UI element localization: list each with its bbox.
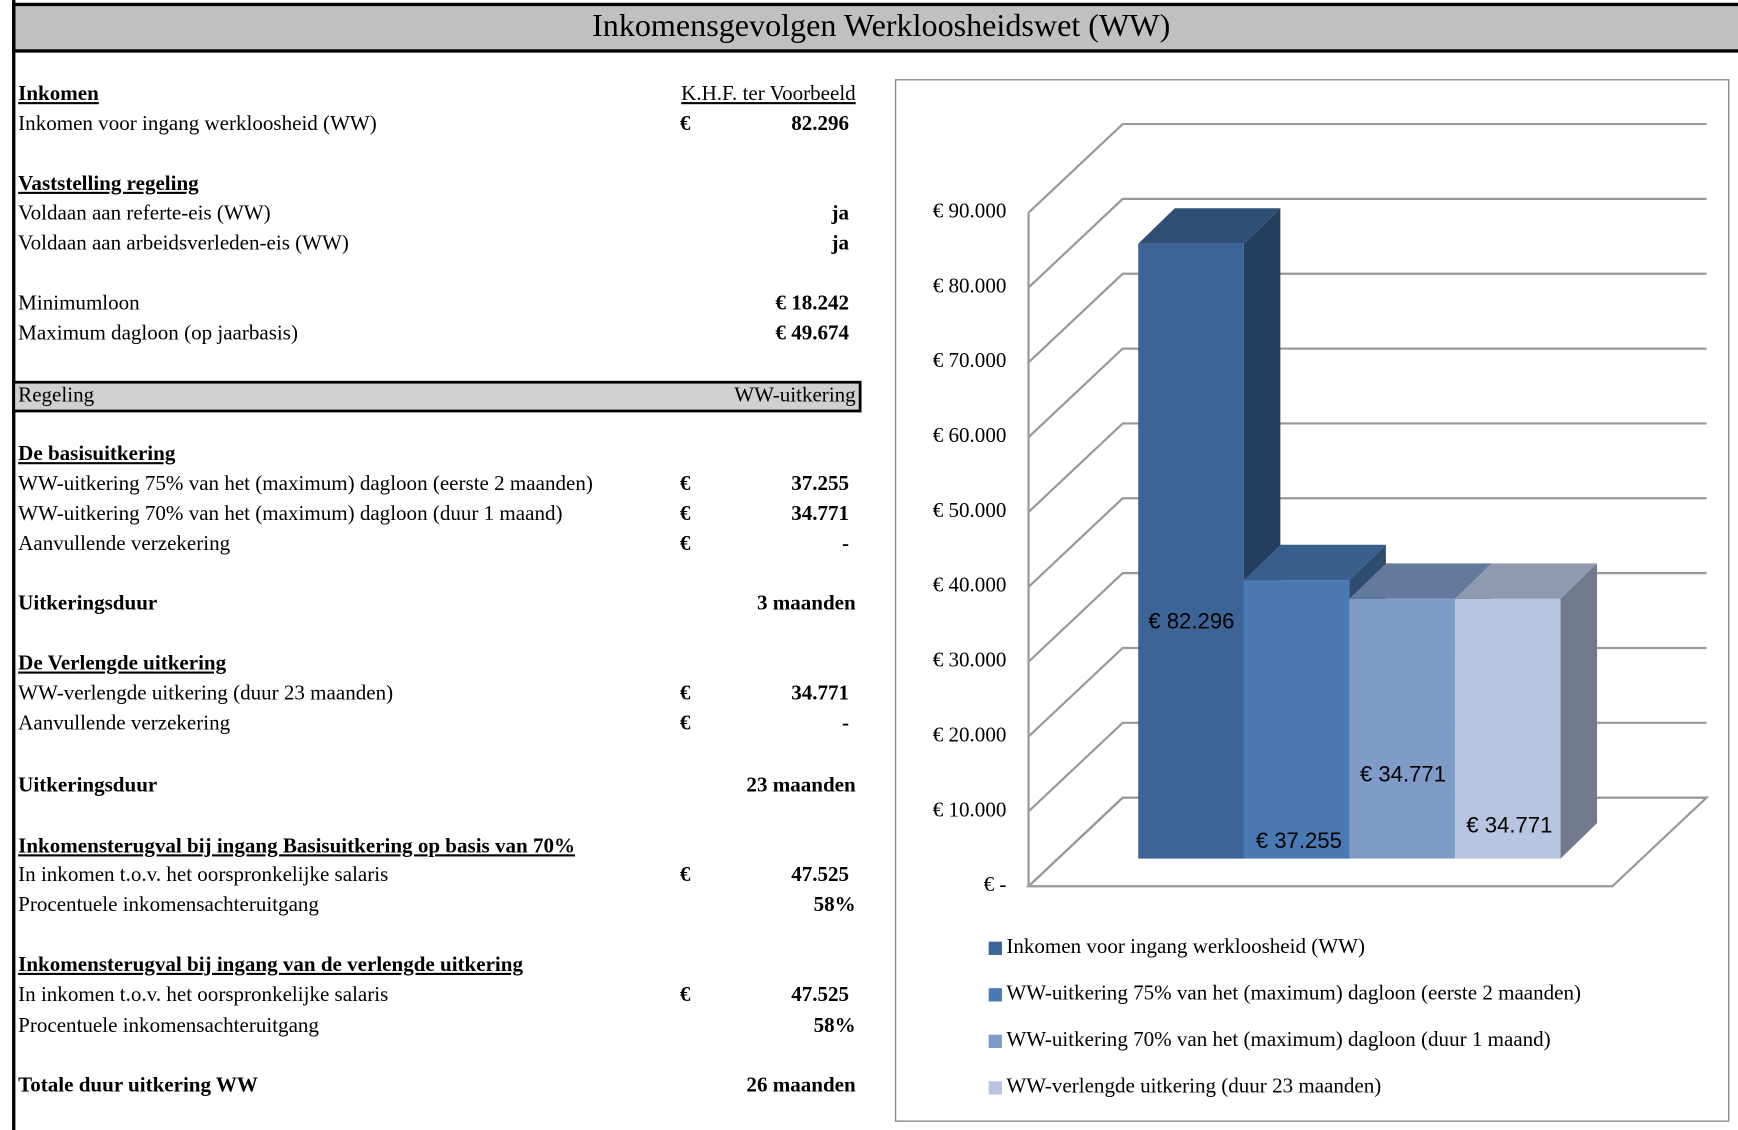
bar-front — [1349, 598, 1455, 859]
row-value: 3 maanden — [757, 591, 856, 615]
row-label: Minimumloon — [18, 290, 140, 314]
page-title: Inkomensgevolgen Werkloosheidswet (WW) — [592, 7, 1170, 43]
row-value: ja — [831, 201, 850, 225]
row-value: 37.255 — [791, 471, 849, 495]
section-band — [12, 380, 862, 413]
legend-swatch — [988, 1081, 1002, 1095]
grid-line — [1027, 497, 1707, 588]
y-tick-label: € 30.000 — [933, 648, 1007, 672]
row-value: 58% — [814, 1013, 856, 1037]
data-label: € 37.255 — [1256, 828, 1342, 853]
currency: € — [680, 710, 691, 734]
row-value: 58% — [814, 892, 856, 916]
currency: € — [680, 531, 691, 555]
row-value: 23 maanden — [746, 772, 856, 796]
bar-top — [1349, 563, 1492, 599]
grid-line — [1027, 122, 1707, 214]
row-value: - — [842, 531, 849, 555]
row-label: Voldaan aan arbeidsverleden-eis (WW) — [18, 231, 349, 255]
data-label: € 34.771 — [1360, 761, 1446, 786]
legend-label: WW-uitkering 70% van het (maximum) daglo… — [1006, 1027, 1550, 1051]
legend-label: WW-uitkering 75% van het (maximum) daglo… — [1006, 981, 1581, 1005]
band-left: Regeling — [18, 382, 94, 406]
legend-label: WW-verlengde uitkering (duur 23 maanden) — [1006, 1074, 1381, 1098]
row-value: 34.771 — [791, 501, 849, 525]
row-label: In inkomen t.o.v. het oorspronkelijke sa… — [18, 862, 388, 886]
y-tick-label: € 20.000 — [933, 722, 1007, 746]
currency: € — [680, 982, 691, 1006]
row-label: In inkomen t.o.v. het oorspronkelijke sa… — [18, 982, 388, 1006]
y-tick-label: € 10.000 — [933, 797, 1007, 821]
y-tick-label: € 80.000 — [933, 273, 1007, 297]
row-value: - — [842, 710, 849, 734]
grid-line — [1027, 197, 1707, 289]
column-header: K.H.F. ter Voorbeeld — [681, 81, 856, 105]
bar-side — [1560, 563, 1598, 859]
currency: € — [680, 862, 691, 886]
bar — [1454, 563, 1598, 859]
grid-line — [1027, 272, 1707, 364]
y-tick-label: € 50.000 — [933, 498, 1007, 522]
row-value: 34.771 — [791, 680, 849, 704]
bar-front — [1454, 598, 1561, 859]
title-bar — [12, 2, 1738, 53]
y-tick-label: € 70.000 — [933, 348, 1007, 372]
row-value: ja — [831, 231, 850, 255]
row-label: WW-verlengde uitkering (duur 23 maanden) — [18, 680, 393, 704]
section-heading: Vaststelling regeling — [18, 171, 199, 195]
currency: € — [680, 471, 691, 495]
currency: € — [680, 111, 691, 135]
row-value: 82.296 — [791, 111, 849, 135]
row-label: Procentuele inkomensachteruitgang — [18, 1013, 319, 1037]
legend-swatch — [988, 988, 1002, 1002]
bar-front — [1243, 580, 1350, 859]
row-label: Aanvullende verzekering — [18, 710, 230, 734]
row-label: Procentuele inkomensachteruitgang — [18, 892, 319, 916]
section-heading: Inkomen — [18, 81, 99, 105]
section-heading: De basisuitkering — [18, 441, 176, 465]
section-heading: De Verlengde uitkering — [18, 651, 226, 675]
bar-top — [1243, 544, 1386, 581]
bar-front — [1138, 243, 1244, 859]
y-tick-label: € 90.000 — [933, 199, 1007, 223]
section-heading: Inkomensterugval bij ingang van de verle… — [18, 952, 523, 976]
currency: € — [680, 501, 691, 525]
y-tick-label: € 60.000 — [933, 423, 1007, 447]
row-label: Inkomen voor ingang werkloosheid (WW) — [18, 111, 377, 135]
y-tick-label: € - — [984, 872, 1007, 896]
bar-top — [1454, 563, 1598, 599]
row-value: 47.525 — [791, 862, 849, 886]
row-label: WW-uitkering 75% van het (maximum) daglo… — [18, 471, 593, 495]
bar-top — [1138, 208, 1281, 244]
legend-swatch — [988, 941, 1002, 955]
band-right: WW-uitkering — [734, 382, 856, 406]
grid-line — [1027, 347, 1707, 439]
legend-swatch — [988, 1034, 1002, 1049]
row-value: € 49.674 — [775, 320, 849, 344]
row-label: Uitkeringsduur — [18, 772, 157, 796]
grid-line — [1027, 422, 1707, 513]
row-label: Aanvullende verzekering — [18, 531, 230, 555]
row-label: Maximum dagloon (op jaarbasis) — [18, 320, 298, 344]
row-label: Voldaan aan referte-eis (WW) — [18, 201, 270, 225]
section-heading: Inkomensterugval bij ingang Basisuitkeri… — [18, 833, 575, 857]
data-label: € 82.296 — [1148, 608, 1234, 633]
row-value: € 18.242 — [775, 290, 849, 314]
currency: € — [680, 680, 691, 704]
row-label: Totale duur uitkering WW — [18, 1073, 258, 1097]
y-tick-label: € 40.000 — [933, 573, 1007, 597]
row-value: 26 maanden — [746, 1073, 856, 1097]
row-label: WW-uitkering 70% van het (maximum) daglo… — [18, 501, 562, 525]
row-label: Uitkeringsduur — [18, 591, 157, 615]
row-value: 47.525 — [791, 982, 849, 1006]
legend-label: Inkomen voor ingang werkloosheid (WW) — [1006, 934, 1365, 958]
data-label: € 34.771 — [1466, 812, 1552, 837]
